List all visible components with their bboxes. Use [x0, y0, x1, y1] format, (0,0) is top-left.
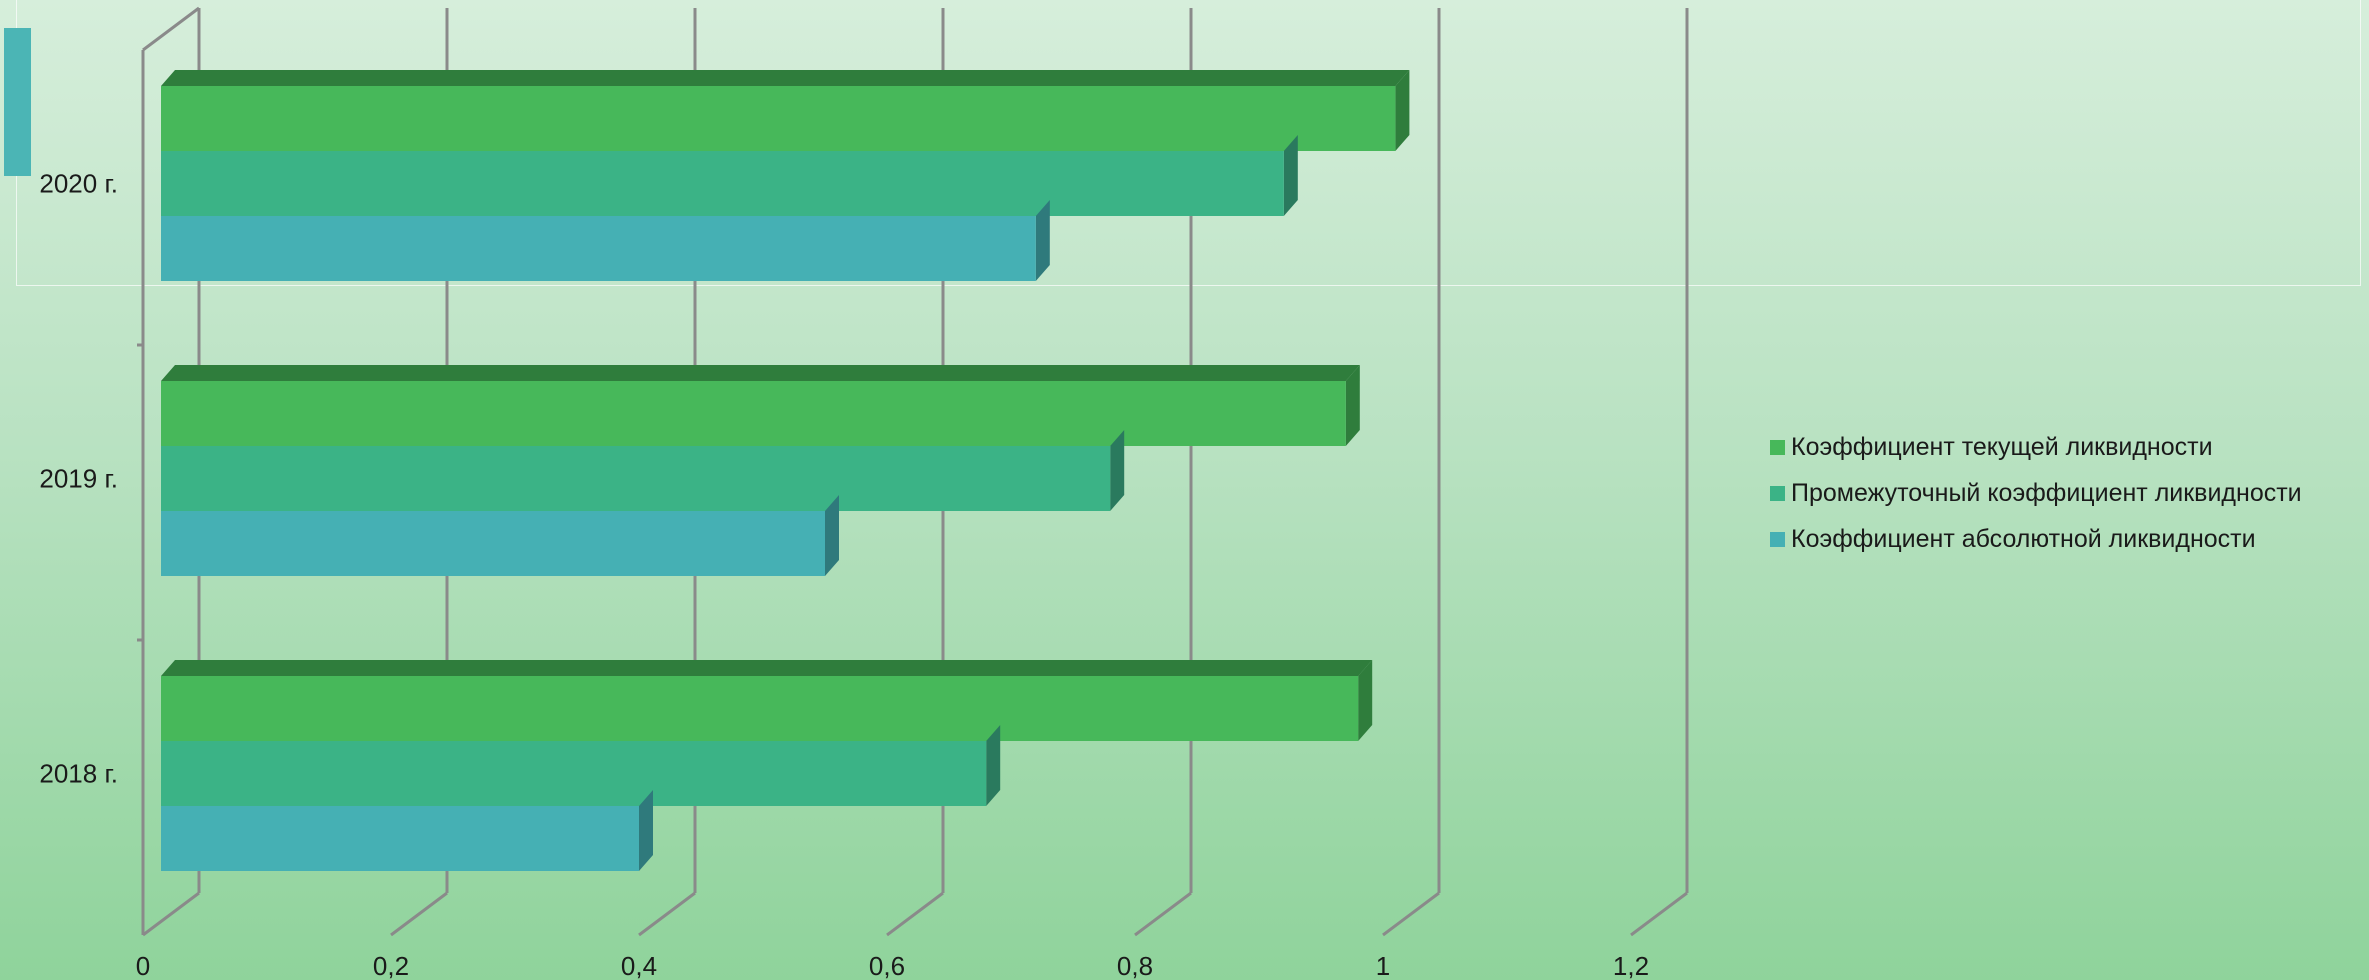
bar-side-face: [825, 495, 839, 576]
legend-label-intermediate: Промежуточный коэффициент ликвидности: [1791, 478, 2302, 507]
bar: [161, 741, 987, 806]
wall-edge: [142, 6, 200, 52]
bar: [161, 86, 1396, 151]
bar-side-face: [1110, 430, 1125, 511]
bar-top-face: [161, 365, 1360, 381]
legend-swatch-intermediate: [1770, 485, 1785, 501]
bar-side-face: [1395, 70, 1410, 151]
bar: [161, 151, 1284, 216]
bar: [161, 216, 1036, 281]
bar-side-face: [1358, 660, 1373, 741]
floor-gridline: [886, 891, 944, 937]
category-label: 2020 г.: [39, 169, 118, 199]
bar-side-face: [1345, 365, 1360, 446]
bar-side-face: [1035, 200, 1050, 281]
x-tick-label: 1: [1376, 951, 1390, 980]
x-tick-label: 0,6: [869, 951, 905, 980]
legend: Коэффициент текущей ликвидности Промежут…: [1770, 424, 2302, 562]
selection-handle[interactable]: [4, 28, 31, 176]
x-tick-label: 0,2: [373, 951, 409, 980]
bar-side-face: [639, 790, 653, 871]
floor-gridline: [638, 891, 696, 937]
bar: [161, 511, 825, 576]
bar-side-face: [1283, 135, 1298, 216]
floor-gridline: [1382, 891, 1440, 937]
floor-gridline: [390, 891, 448, 937]
legend-swatch-absolute: [1770, 531, 1785, 547]
bar: [161, 446, 1111, 511]
x-tick-label: 1,2: [1613, 951, 1649, 980]
bar: [161, 381, 1346, 446]
bar-top-face: [161, 660, 1373, 676]
x-tick-label: 0,4: [621, 951, 657, 980]
category-label: 2019 г.: [39, 464, 118, 494]
floor-gridline: [1134, 891, 1192, 937]
bar-side-face: [986, 725, 1001, 806]
legend-label-absolute: Коэффициент абсолютной ликвидности: [1791, 524, 2256, 553]
legend-label-current: Коэффициент текущей ликвидности: [1791, 432, 2213, 461]
bar-top-face: [161, 70, 1410, 86]
x-tick-label: 0: [136, 951, 150, 980]
bar: [161, 806, 639, 871]
category-label: 2018 г.: [39, 759, 118, 789]
floor-gridline: [1630, 891, 1688, 937]
x-tick-label: 0,8: [1117, 951, 1153, 980]
legend-item-absolute: Коэффициент абсолютной ликвидности: [1770, 516, 2302, 562]
legend-item-current: Коэффициент текущей ликвидности: [1770, 424, 2302, 470]
floor-gridline: [142, 891, 200, 937]
legend-item-intermediate: Промежуточный коэффициент ликвидности: [1770, 470, 2302, 516]
legend-swatch-current: [1770, 439, 1785, 455]
bar: [161, 676, 1359, 741]
